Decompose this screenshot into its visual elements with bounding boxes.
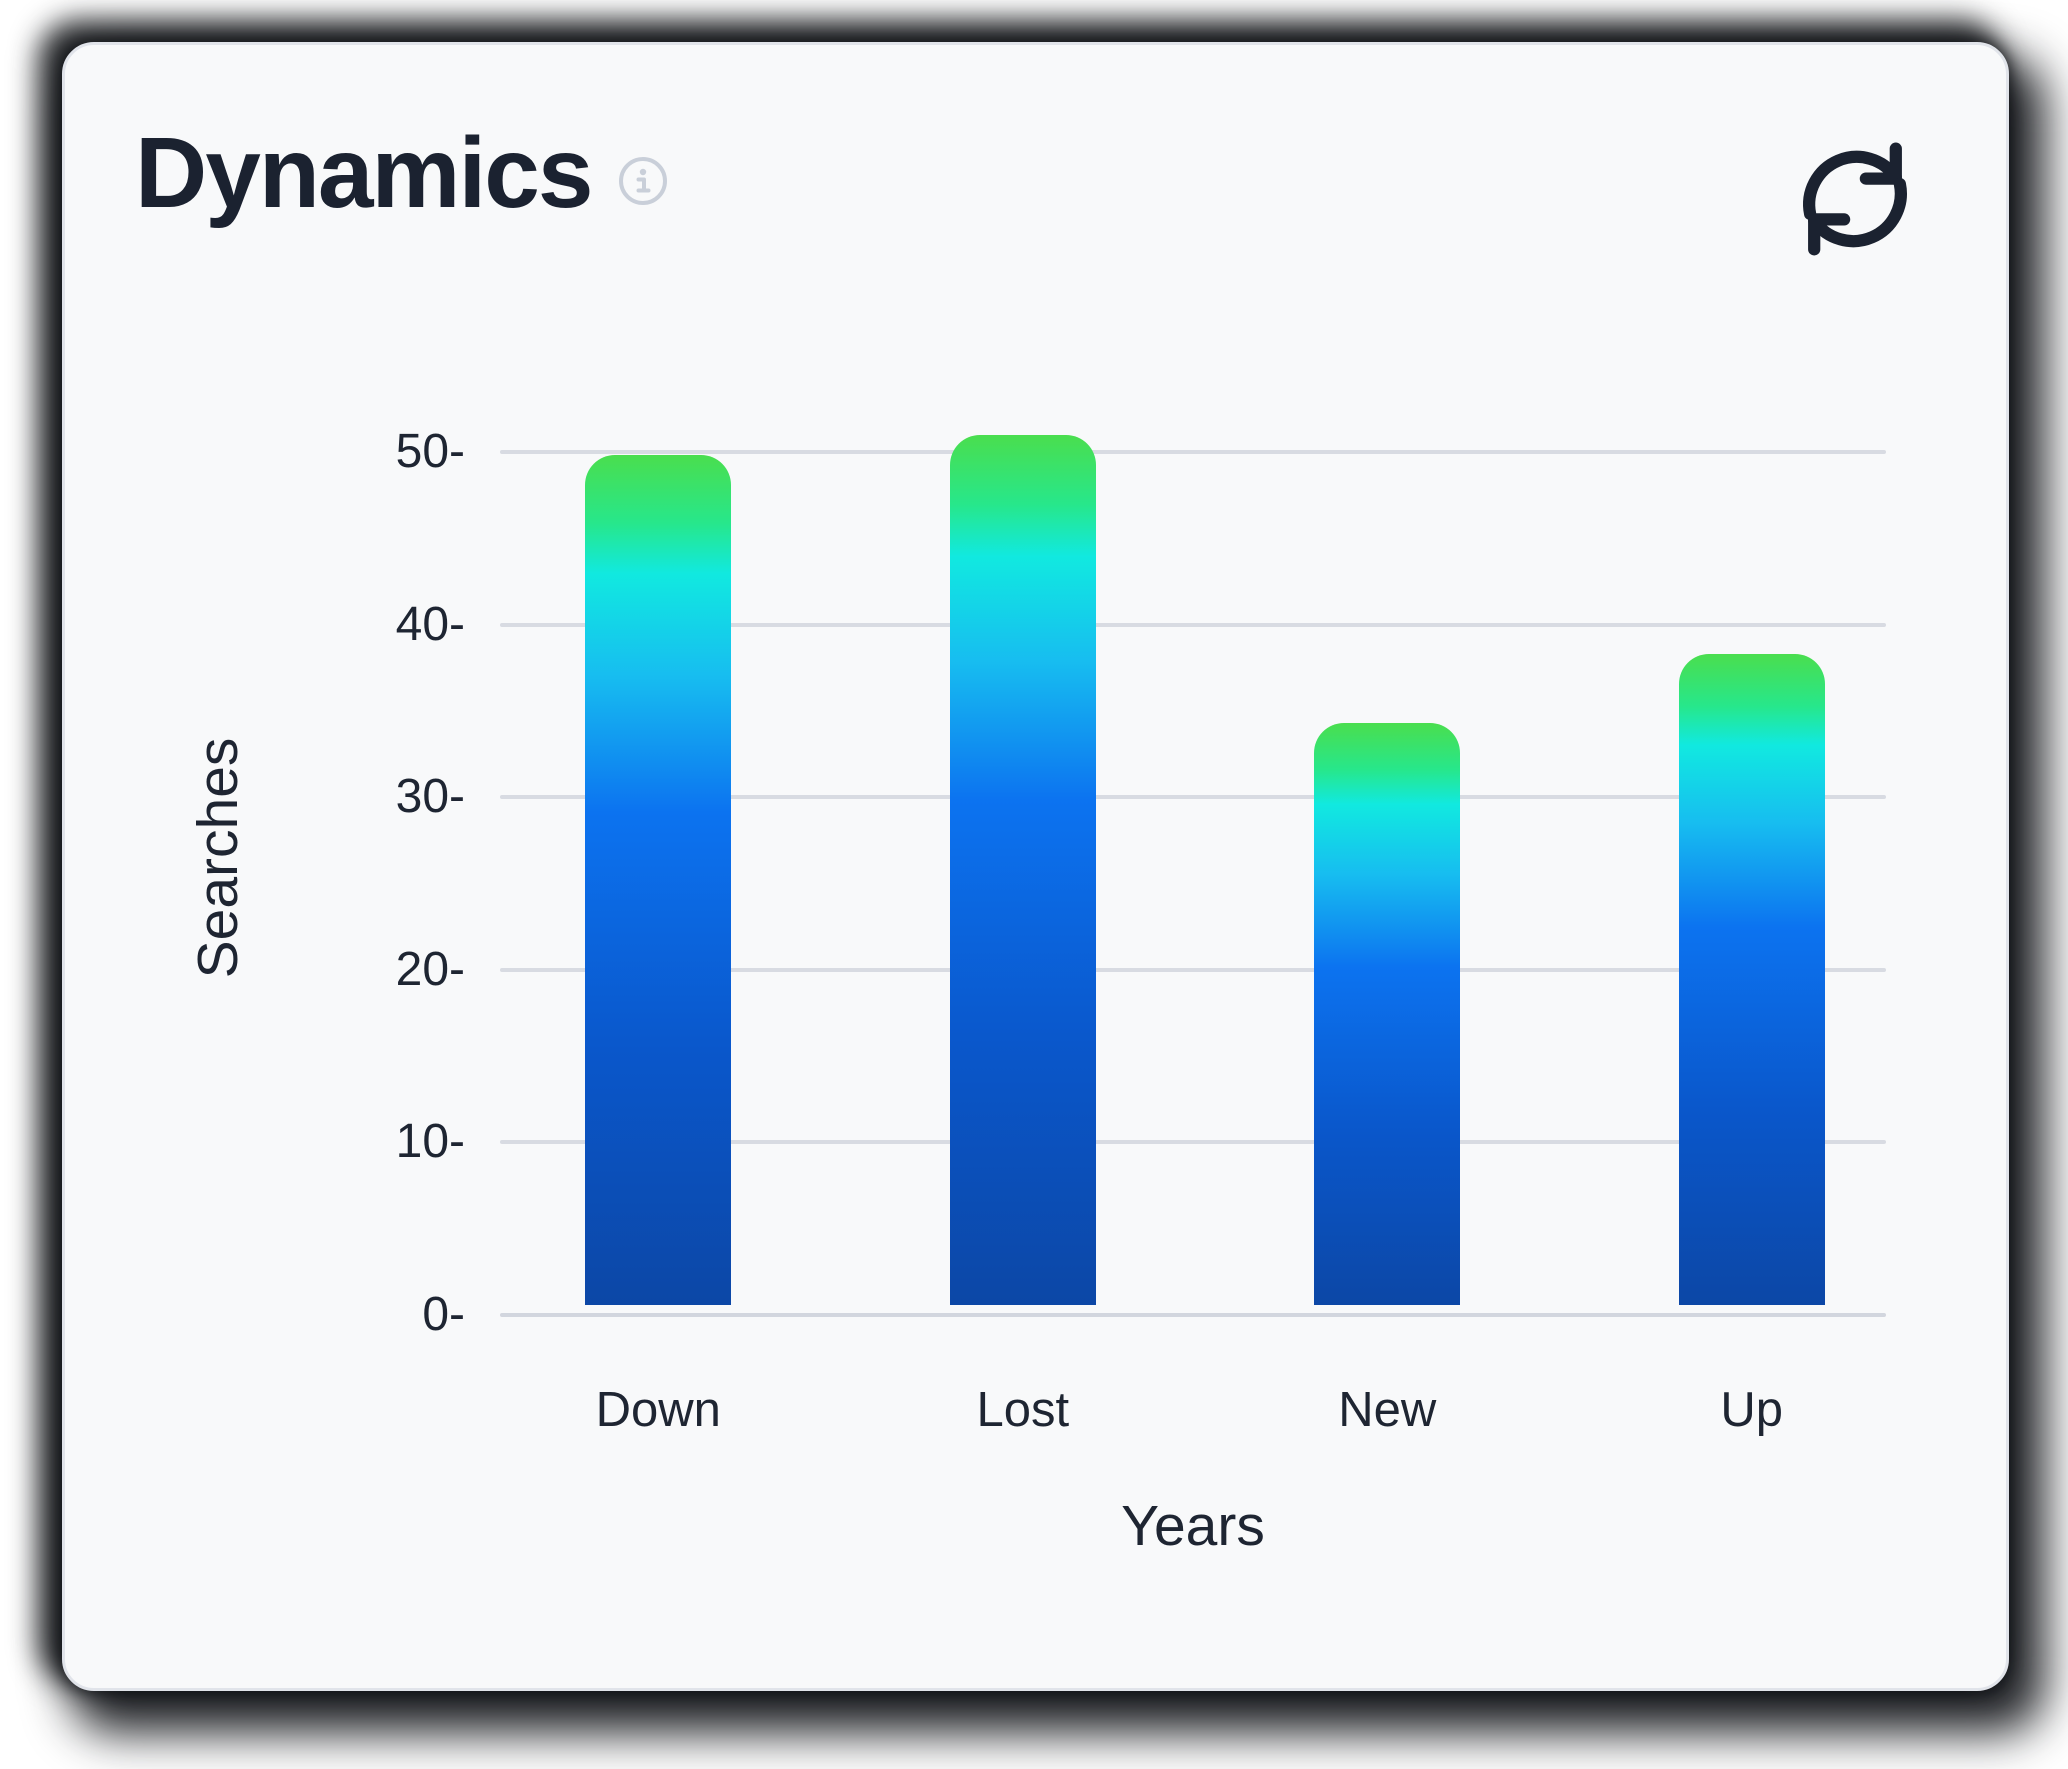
gridline-10 [500,1140,1886,1145]
y-tick-0: 0- [422,1288,465,1341]
x-tick-lost: Lost [976,1383,1070,1437]
gridline-50 [500,450,1886,454]
y-tick-40: 40- [395,597,465,651]
gridline-40 [500,622,1886,627]
gridline-20 [500,967,1886,972]
x-axis-title: Years [1121,1494,1265,1558]
dynamics-card: Dynamics Years Searches 0- 10- 20- 30- 40- 50… [62,42,2009,1691]
gridline-30 [500,795,1886,800]
chart: Years Searches 0- 10- 20- 30- 40- 50- Down Lost… [65,45,2006,1688]
y-tick-10: 10- [395,1115,465,1169]
page-title: Dynamics [135,117,593,229]
y-tick-50: 50- [395,425,465,478]
bar-lost[interactable] [949,434,1096,1305]
bar-new[interactable] [1314,722,1461,1305]
y-tick-20: 20- [395,942,465,996]
info-icon[interactable] [617,155,669,207]
gridline-0 [500,1313,1886,1317]
x-tick-down: Down [595,1383,721,1437]
bar-up[interactable] [1678,653,1825,1305]
refresh-icon[interactable] [1787,131,1923,267]
x-tick-up: Up [1720,1383,1784,1437]
bar-down[interactable] [585,455,732,1305]
y-tick-30: 30- [395,770,465,824]
card-header: Dynamics [135,121,669,226]
x-tick-new: New [1338,1383,1437,1437]
